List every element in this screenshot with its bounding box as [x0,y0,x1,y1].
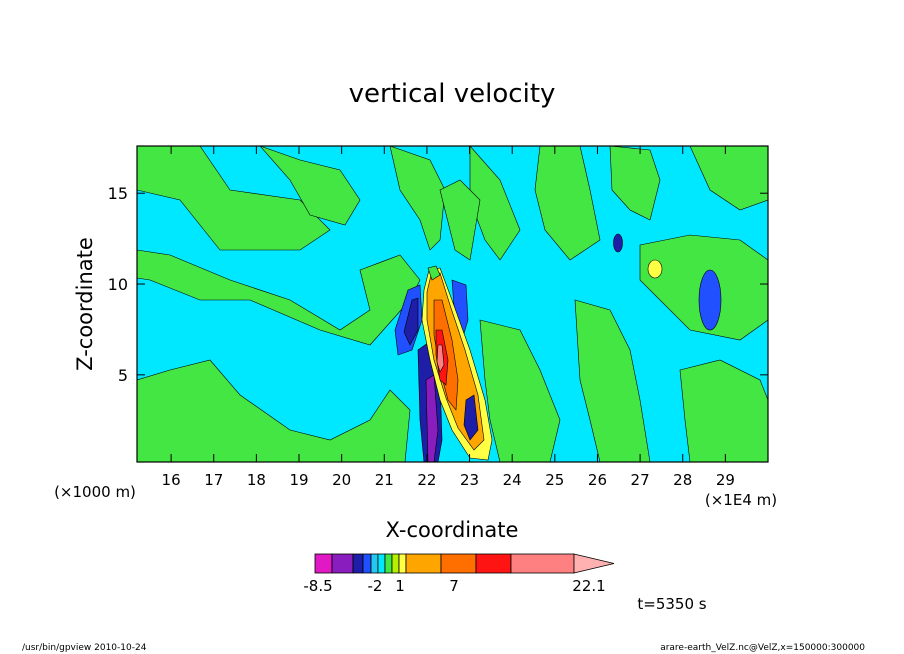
x-unit-label: (×1E4 m) [705,491,777,509]
weak-updraft-regions [137,146,768,462]
colorbar-tick-label: 22.1 [572,577,605,595]
colorbar-arrow [573,553,615,574]
chart-title: vertical velocity [349,79,556,109]
updraft-spot [647,259,663,279]
colorbar-swatch [352,553,364,574]
colorbar-swatch [391,553,400,574]
y-tick-label: 10 [108,275,128,294]
x-tick-label: 24 [503,471,522,489]
colorbar-swatch [510,553,575,574]
footer-left: /usr/bin/gpview 2010-10-24 [22,643,147,653]
y-axis-label: Z-coordinate [73,237,97,371]
plot-frame [136,145,769,463]
storm-core [394,265,493,462]
y-tick-label: 5 [118,366,128,385]
footer-right: arare-earth_VelZ.nc@VelZ,x=150000:300000 [660,643,865,653]
colorbar-tick-label: -8.5 [303,577,332,595]
colorbar-tick-label: -2 [368,577,383,595]
colorbar-swatch [314,553,333,574]
x-tick-label: 25 [545,471,564,489]
colorbar-swatch [370,553,379,574]
y-unit-label: (×1000 m) [54,483,136,501]
y-tick-label: 15 [108,184,128,203]
x-tick-label: 27 [631,471,650,489]
colorbar-tick-labels: -8.5 -2 1 7 22.1 [303,577,605,595]
time-label: t=5350 s [637,595,706,613]
x-tick-label: 19 [289,471,308,489]
x-tick-label: 29 [716,471,735,489]
plot-area [137,146,768,462]
x-axis-label: X-coordinate [386,518,519,542]
x-tick-label: 26 [588,471,607,489]
x-tick-label: 21 [375,471,394,489]
colorbar-swatch [384,553,393,574]
x-tick-label: 17 [204,471,223,489]
downdraft-blob [698,269,722,331]
x-tick-label: 20 [332,471,351,489]
x-tick-label: 18 [247,471,266,489]
colorbar-tick-label: 7 [449,577,459,595]
colorbar-swatch [377,553,386,574]
y-axis: 5 10 15 [108,184,768,385]
colorbar-swatch [405,553,442,574]
colorbar-swatch [331,553,354,574]
x-tick-label: 16 [162,471,181,489]
x-tick-label: 22 [417,471,436,489]
x-axis: 16 17 18 19 20 21 22 23 24 25 26 27 28 29 [162,146,735,489]
colorbar-swatch [398,553,407,574]
colorbar-swatch [440,553,477,574]
colorbar-swatch [362,553,372,574]
x-tick-label: 23 [460,471,479,489]
colorbar-tick-label: 1 [395,577,405,595]
colorbar-swatch [475,553,512,574]
colorbar [314,553,615,574]
x-tick-label: 28 [673,471,692,489]
downdraft-spot [613,233,623,253]
